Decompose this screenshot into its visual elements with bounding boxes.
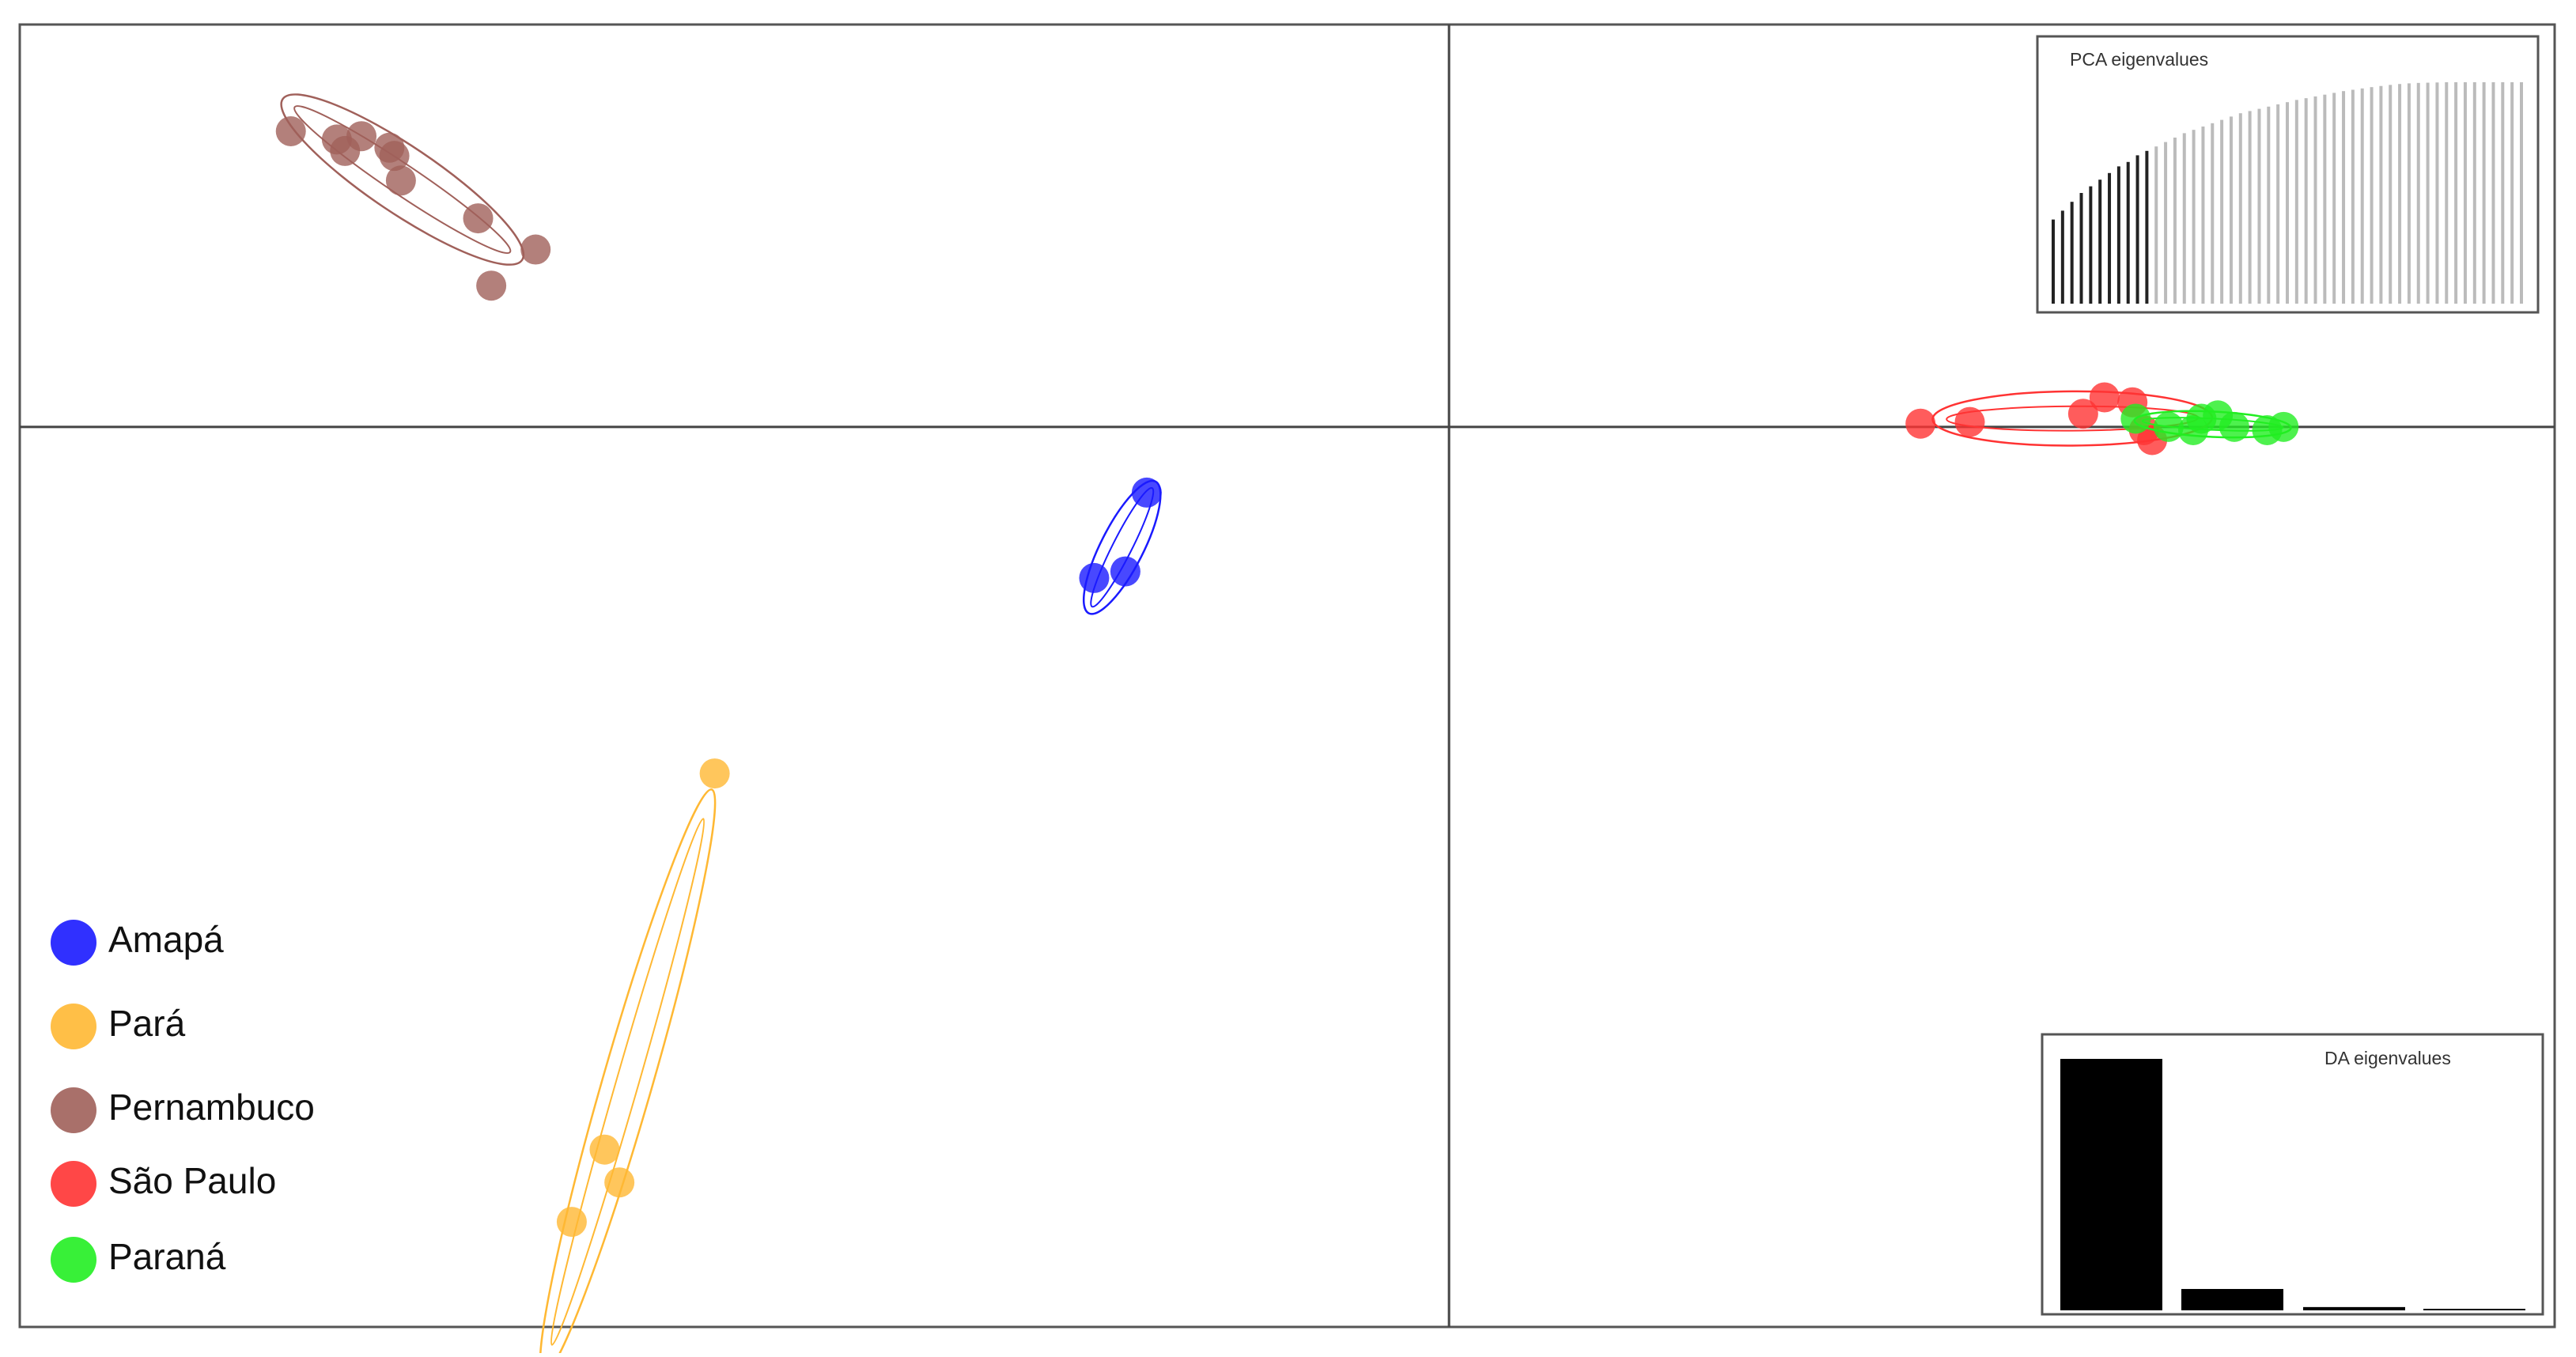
- pca-eigen-bar: [2238, 113, 2242, 304]
- legend-marker: [51, 1087, 96, 1133]
- pca-eigen-bar: [2332, 93, 2336, 304]
- pca-eigen-bar: [2220, 119, 2224, 304]
- point: [385, 165, 416, 196]
- pca-eigen-bar: [2079, 193, 2083, 304]
- point: [346, 121, 377, 152]
- pca-eigen-bar: [2520, 82, 2523, 304]
- da-eigen-bar: [2060, 1059, 2162, 1310]
- point: [463, 203, 494, 234]
- point: [1131, 477, 1162, 508]
- pca-eigen-bar: [2351, 89, 2355, 304]
- pca-eigen-bar: [2360, 88, 2364, 304]
- point: [2186, 403, 2217, 434]
- point: [476, 270, 507, 301]
- legend-label: Amapá: [108, 919, 224, 960]
- legend-label: Pernambuco: [108, 1087, 315, 1128]
- pca-eigen-bar: [2229, 116, 2233, 304]
- pca-eigen-bar: [2435, 82, 2439, 304]
- group-ellipse: [539, 788, 717, 1357]
- point: [1110, 556, 1140, 587]
- pca-eigen-bar: [2304, 98, 2308, 304]
- point: [589, 1134, 620, 1165]
- point: [1954, 406, 1985, 437]
- point: [1079, 562, 1110, 593]
- point: [2120, 403, 2151, 434]
- pca-eigen-bar: [2389, 85, 2393, 304]
- pca-eigen-bar: [2182, 133, 2186, 304]
- point: [604, 1167, 635, 1198]
- point: [556, 1207, 587, 1238]
- point: [2268, 411, 2299, 442]
- pca-eigen-bar: [2426, 82, 2430, 304]
- pca-eigen-bar: [2201, 127, 2205, 304]
- point: [520, 234, 551, 265]
- pca-eigen-bar: [2463, 82, 2467, 304]
- pca-eigen-bar: [2154, 146, 2158, 304]
- pca-eigen-bar: [2126, 161, 2130, 304]
- pca-eigen-bar: [2286, 102, 2289, 304]
- pca-inset-title: PCA eigenvalues: [2070, 49, 2208, 70]
- pca-eigen-bar: [2173, 138, 2177, 304]
- pca-eigen-bar: [2323, 94, 2327, 304]
- pca-eigen-bar: [2379, 85, 2383, 304]
- legend-label: Pará: [108, 1003, 186, 1044]
- point: [1905, 408, 1936, 439]
- da-eigen-bar: [2181, 1288, 2283, 1310]
- pca-eigen-bar: [2370, 87, 2374, 304]
- legend-label: São Paulo: [108, 1160, 276, 1201]
- pca-eigen-bar: [2445, 82, 2449, 304]
- pca-eigen-bar: [2491, 82, 2495, 304]
- point: [275, 116, 306, 146]
- pca-eigen-bar: [2276, 104, 2280, 304]
- pca-eigen-bar: [2135, 155, 2139, 304]
- point: [2219, 411, 2249, 442]
- point: [699, 758, 730, 789]
- legend-marker: [51, 1237, 96, 1283]
- pca-eigen-bar: [2108, 172, 2112, 304]
- pca-eigen-bar: [2416, 82, 2420, 304]
- pca-eigen-bar: [2454, 82, 2458, 304]
- da-eigen-bar: [2423, 1309, 2525, 1310]
- pca-eigen-bar: [2248, 111, 2252, 304]
- legend-marker: [51, 920, 96, 966]
- point: [2089, 382, 2120, 413]
- pca-eigen-bar: [2482, 82, 2486, 304]
- pca-eigen-bar: [2313, 96, 2317, 304]
- legend-marker: [51, 1161, 96, 1207]
- pca-eigen-bar: [2257, 108, 2261, 304]
- pca-eigen-bar: [2060, 210, 2064, 304]
- pca-eigen-bar: [2089, 186, 2093, 304]
- pca-eigen-bar: [2192, 130, 2196, 304]
- point: [379, 141, 410, 172]
- plot-layer: [20, 25, 2555, 1357]
- da-inset-title: DA eigenvalues: [2324, 1048, 2451, 1068]
- pca-eigen-bar: [2342, 91, 2346, 304]
- da-eigen-bar: [2303, 1306, 2405, 1310]
- pca-eigen-bar: [2294, 100, 2298, 304]
- plot-frame: [18, 23, 2556, 1329]
- legend-label: Paraná: [108, 1236, 226, 1277]
- pca-eigen-bar: [2070, 202, 2074, 304]
- pca-eigen-bar: [2145, 150, 2149, 304]
- pca-eigen-bar: [2098, 180, 2102, 304]
- pca-eigen-bar: [2211, 123, 2215, 304]
- group-ellipse: [280, 93, 525, 266]
- point: [2067, 399, 2098, 429]
- pca-eigen-bar: [2501, 82, 2505, 304]
- pca-eigen-bar: [2052, 219, 2055, 304]
- group-ellipse-inner: [550, 818, 705, 1346]
- pca-eigen-bar: [2510, 82, 2514, 304]
- pca-eigen-bar: [2164, 142, 2168, 304]
- legend-marker: [51, 1004, 96, 1049]
- pca-eigen-bar: [2116, 166, 2120, 304]
- pca-eigen-bar: [2407, 83, 2411, 304]
- pca-eigen-bar: [2398, 84, 2402, 304]
- pca-eigen-bar: [2472, 82, 2476, 304]
- pca-eigen-bar: [2267, 106, 2271, 304]
- point: [2153, 411, 2184, 442]
